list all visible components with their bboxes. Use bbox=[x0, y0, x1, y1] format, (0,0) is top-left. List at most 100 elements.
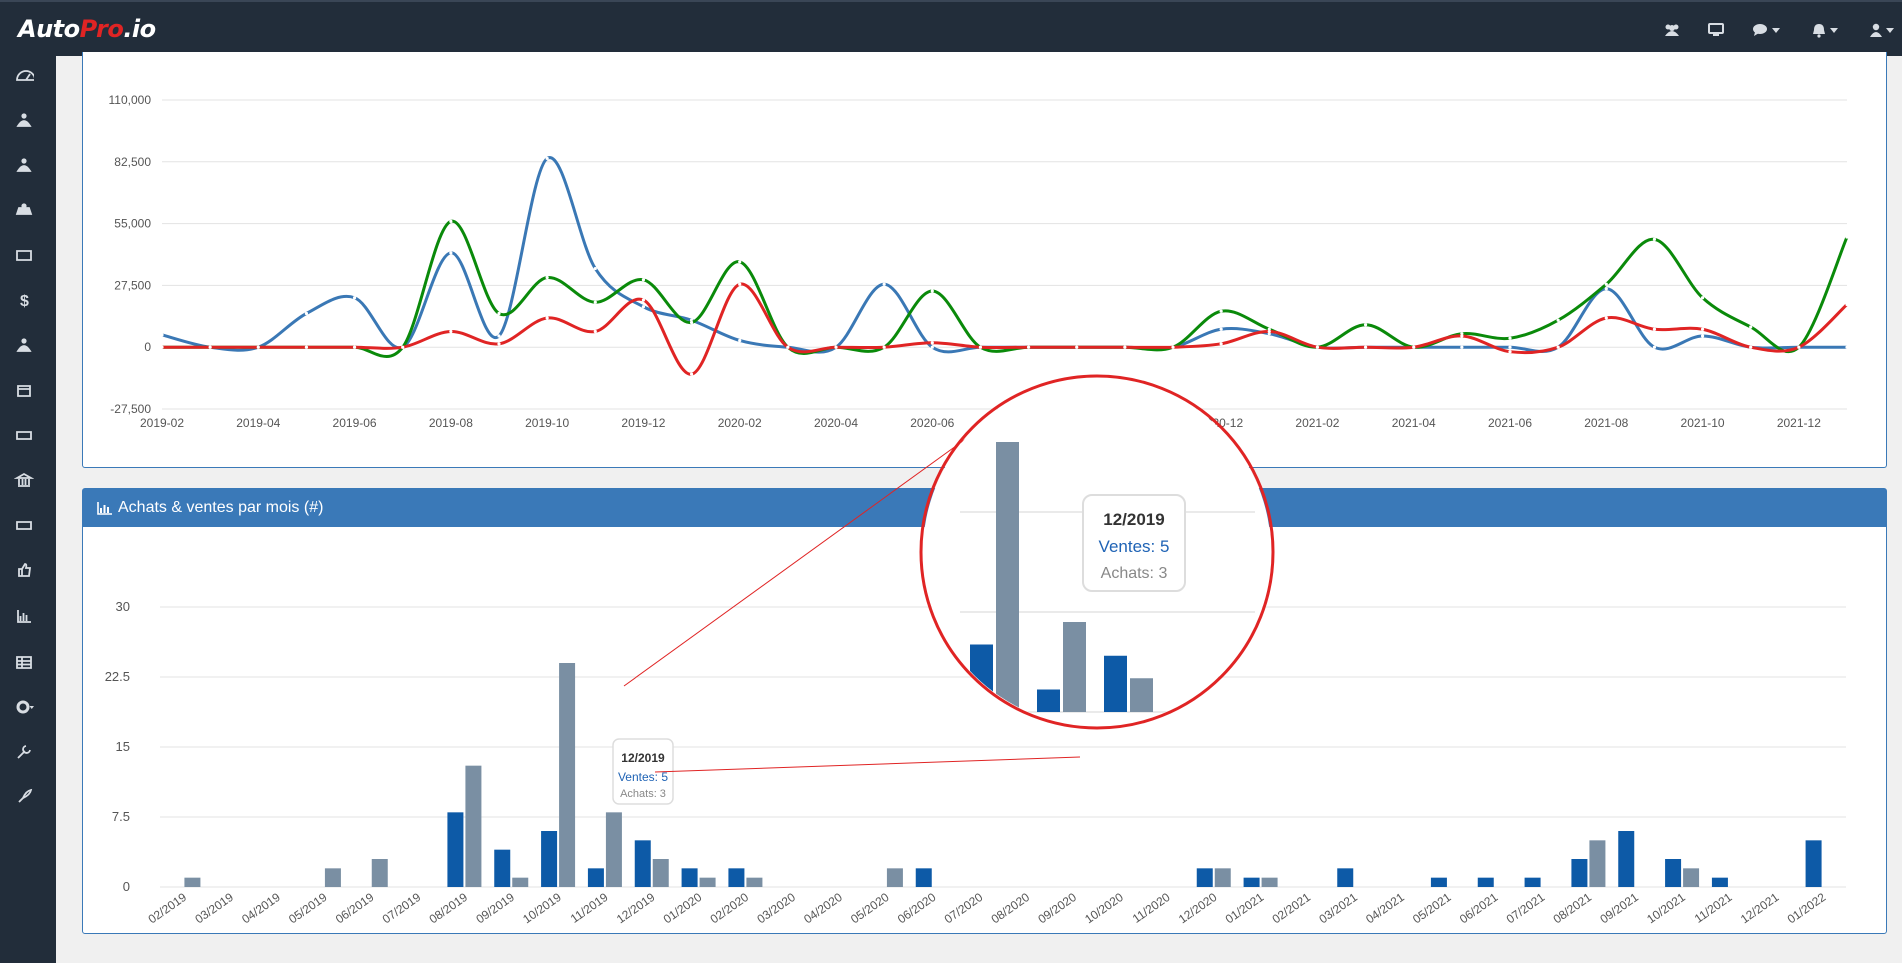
bar-achats[interactable] bbox=[1589, 840, 1606, 887]
line-point[interactable] bbox=[449, 329, 453, 334]
desktop-icon[interactable] bbox=[1708, 20, 1724, 40]
bar-ventes[interactable] bbox=[1477, 877, 1494, 887]
bar-ventes[interactable] bbox=[1711, 877, 1728, 887]
line-point[interactable] bbox=[1556, 318, 1560, 322]
line-point[interactable] bbox=[593, 300, 597, 304]
line-point[interactable] bbox=[160, 333, 164, 337]
bell-icon[interactable] bbox=[1812, 20, 1838, 40]
line-point[interactable] bbox=[304, 311, 309, 316]
line-point[interactable] bbox=[593, 329, 597, 334]
car-icon[interactable] bbox=[10, 198, 38, 222]
user-icon[interactable] bbox=[1870, 20, 1894, 40]
line-point[interactable] bbox=[1652, 237, 1657, 241]
line-point[interactable] bbox=[545, 275, 549, 280]
line-point[interactable] bbox=[1219, 309, 1223, 313]
bar-ventes[interactable] bbox=[1196, 868, 1213, 887]
line-point[interactable] bbox=[689, 372, 694, 376]
line-point[interactable] bbox=[1845, 235, 1849, 239]
line-point[interactable] bbox=[641, 278, 646, 282]
chat-icon[interactable] bbox=[1752, 20, 1780, 40]
line-point[interactable] bbox=[593, 266, 597, 271]
bar-ventes[interactable] bbox=[634, 840, 651, 887]
bar-achats[interactable] bbox=[559, 663, 576, 887]
app-logo[interactable]: AutoPro.io bbox=[18, 15, 156, 43]
bar-achats[interactable] bbox=[605, 812, 622, 887]
bar-ventes[interactable] bbox=[915, 868, 932, 887]
users-icon[interactable] bbox=[1663, 20, 1681, 40]
line-point[interactable] bbox=[1460, 334, 1464, 338]
line-point[interactable] bbox=[1700, 296, 1705, 300]
line-point[interactable] bbox=[834, 345, 838, 349]
bar-achats[interactable] bbox=[1683, 868, 1700, 887]
bar-ventes[interactable] bbox=[541, 831, 558, 887]
bar-achats[interactable] bbox=[371, 859, 388, 887]
bar-achats[interactable] bbox=[1261, 877, 1278, 887]
line-point[interactable] bbox=[1123, 345, 1127, 349]
line-point[interactable] bbox=[1797, 345, 1801, 349]
line-point[interactable] bbox=[786, 345, 790, 349]
line-point[interactable] bbox=[449, 219, 453, 223]
bar-achats[interactable] bbox=[184, 877, 201, 887]
line-point[interactable] bbox=[401, 345, 405, 349]
bar-chart-icon[interactable] bbox=[10, 604, 38, 628]
line-point[interactable] bbox=[882, 345, 886, 349]
bar-ventes[interactable] bbox=[1805, 840, 1822, 887]
line-point[interactable] bbox=[352, 345, 357, 349]
bar-ventes[interactable] bbox=[1337, 868, 1354, 887]
bar-achats[interactable] bbox=[512, 877, 529, 887]
bar-ventes[interactable] bbox=[1665, 859, 1682, 887]
line-point[interactable] bbox=[738, 338, 742, 343]
line-point[interactable] bbox=[352, 296, 357, 300]
clients-icon[interactable] bbox=[10, 108, 38, 132]
line-point[interactable] bbox=[738, 282, 742, 286]
table-icon[interactable] bbox=[10, 650, 38, 674]
line-point[interactable] bbox=[641, 298, 646, 302]
line-point[interactable] bbox=[545, 156, 549, 161]
id-card-icon[interactable] bbox=[10, 243, 38, 267]
line-point[interactable] bbox=[1508, 336, 1512, 340]
bar-ventes[interactable] bbox=[447, 812, 464, 887]
line-point[interactable] bbox=[449, 251, 453, 255]
cash-icon[interactable] bbox=[10, 423, 38, 447]
bar-achats[interactable] bbox=[746, 877, 763, 887]
calendar-icon[interactable] bbox=[10, 378, 38, 402]
line-point[interactable] bbox=[208, 345, 212, 349]
line-point[interactable] bbox=[1026, 345, 1031, 349]
line-point[interactable] bbox=[1845, 302, 1849, 307]
bank-icon[interactable] bbox=[10, 468, 38, 492]
team-icon[interactable] bbox=[10, 333, 38, 357]
bar-achats[interactable] bbox=[886, 868, 903, 887]
bar-ventes[interactable] bbox=[587, 868, 604, 887]
line-point[interactable] bbox=[160, 345, 164, 349]
line-point[interactable] bbox=[1219, 327, 1223, 331]
line-point[interactable] bbox=[1171, 345, 1175, 349]
line-point[interactable] bbox=[1267, 329, 1271, 334]
bar-ventes[interactable] bbox=[728, 868, 745, 887]
bar-ventes[interactable] bbox=[1571, 859, 1588, 887]
line-point[interactable] bbox=[1604, 316, 1608, 320]
line-point[interactable] bbox=[1363, 323, 1368, 327]
line-point[interactable] bbox=[1315, 345, 1320, 349]
bar-ventes[interactable] bbox=[1524, 877, 1541, 887]
bar-achats[interactable] bbox=[652, 859, 669, 887]
line-point[interactable] bbox=[1749, 345, 1753, 349]
dashboard-icon[interactable] bbox=[10, 64, 38, 88]
line-point[interactable] bbox=[1652, 327, 1657, 331]
line-point[interactable] bbox=[689, 320, 694, 325]
line-point[interactable] bbox=[1508, 345, 1512, 349]
line-point[interactable] bbox=[497, 311, 501, 316]
line-point[interactable] bbox=[256, 345, 260, 349]
line-point[interactable] bbox=[497, 334, 501, 338]
bar-ventes[interactable] bbox=[681, 868, 698, 887]
line-point[interactable] bbox=[1749, 325, 1753, 329]
dollar-icon[interactable]: $ bbox=[10, 288, 38, 312]
line-point[interactable] bbox=[497, 342, 501, 346]
line-point[interactable] bbox=[1363, 345, 1368, 349]
bar-achats[interactable] bbox=[1214, 868, 1231, 887]
line-point[interactable] bbox=[1604, 287, 1608, 291]
line-point[interactable] bbox=[1508, 350, 1512, 354]
line-point[interactable] bbox=[1652, 345, 1657, 349]
line-point[interactable] bbox=[882, 282, 886, 286]
line-point[interactable] bbox=[930, 341, 934, 345]
line-point[interactable] bbox=[641, 305, 646, 309]
